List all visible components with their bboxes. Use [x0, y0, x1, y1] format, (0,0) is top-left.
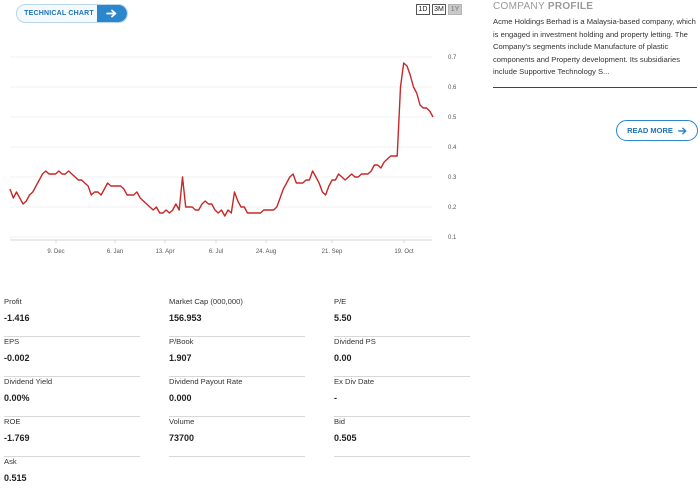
- range-1y-button[interactable]: 1Y: [448, 4, 462, 15]
- x-tick-label: 24. Aug: [256, 249, 276, 255]
- range-3m-button[interactable]: 3M: [432, 4, 446, 15]
- technical-chart-label: TECHNICAL CHART: [24, 10, 94, 17]
- stat-pe: P/E 5.50: [334, 297, 470, 337]
- stat-dividend-yield: Dividend Yield 0.00%: [4, 377, 140, 417]
- price-line-chart: 9. Dec 6. Jan 13. Apr 6. Jul 24. Aug 21. Sep 1…: [9, 55, 457, 255]
- read-more-label: READ MORE: [627, 126, 673, 135]
- y-tick-label: 0.4: [448, 145, 457, 151]
- x-tick-label: 19. Oct: [394, 249, 414, 255]
- stat-p-book: P/Book 1.907: [169, 337, 305, 377]
- stat-bid: Bid 0.505: [334, 417, 470, 457]
- stat-ask: Ask 0.515: [4, 457, 140, 496]
- y-tick-label: 0.5: [448, 115, 457, 121]
- stat-profit: Profit -1.416: [4, 297, 140, 337]
- x-tick-label: 13. Apr: [155, 249, 174, 255]
- y-tick-label: 0.2: [448, 205, 457, 211]
- arrow-right-icon: [97, 5, 127, 22]
- y-tick-label: 0.7: [448, 55, 457, 61]
- y-tick-label: 0.6: [448, 85, 457, 91]
- y-tick-label: 0.3: [448, 175, 457, 181]
- stat-dividend-payout-rate: Dividend Payout Rate 0.000: [169, 377, 305, 417]
- stat-dividend-ps: Dividend PS 0.00: [334, 337, 470, 377]
- range-selector: 1D 3M 1Y: [416, 4, 462, 15]
- stat-roe: ROE -1.769: [4, 417, 140, 457]
- price-series-line: [9, 62, 434, 217]
- y-tick-label: 0.1: [448, 235, 457, 241]
- stat-market-cap: Market Cap (000,000) 156.953: [169, 297, 305, 337]
- technical-chart-button[interactable]: TECHNICAL CHART: [16, 4, 128, 23]
- x-tick-label: 6. Jul: [209, 249, 223, 255]
- stat-eps: EPS -0.002: [4, 337, 140, 377]
- profile-divider: [493, 86, 697, 88]
- profile-heading-light: COMPANY: [493, 1, 545, 12]
- company-profile-heading: COMPANY PROFILE: [493, 0, 699, 13]
- company-description: Acme Holdings Berhad is a Malaysia-based…: [493, 17, 696, 76]
- range-1d-button[interactable]: 1D: [416, 4, 430, 15]
- arrow-right-icon: [678, 127, 687, 134]
- read-more-button[interactable]: READ MORE: [616, 120, 698, 141]
- stat-ex-div-date: Ex Div Date -: [334, 377, 470, 417]
- x-tick-label: 6. Jan: [107, 249, 123, 255]
- profile-heading-bold: PROFILE: [547, 1, 594, 12]
- x-tick-label: 9. Dec: [47, 249, 64, 255]
- x-tick-label: 21. Sep: [322, 249, 343, 255]
- company-profile: COMPANY PROFILE Acme Holdings Berhad is …: [493, 0, 699, 88]
- stat-volume: Volume 73700: [169, 417, 305, 457]
